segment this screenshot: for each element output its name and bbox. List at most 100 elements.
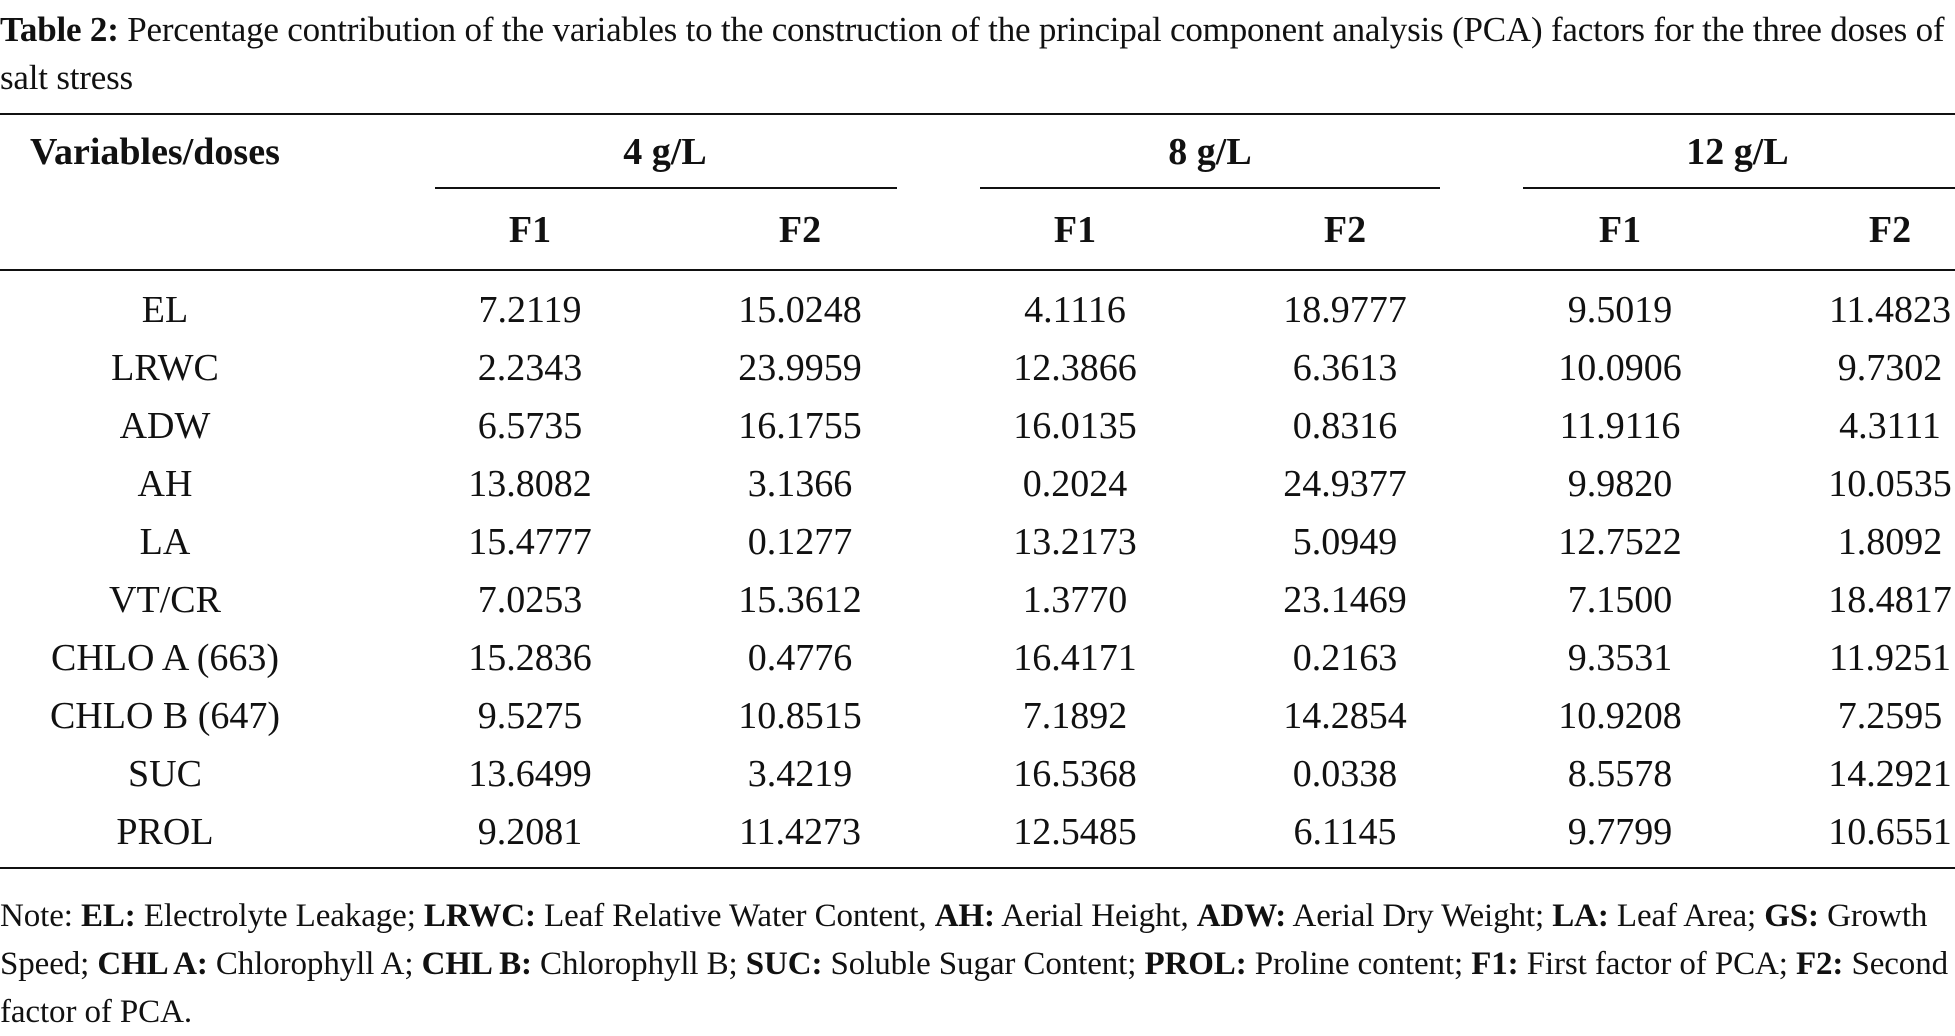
table-row: AH 13.8082 3.1366 0.2024 24.9377 9.9820 … [0, 455, 1955, 513]
table-header-rule [0, 269, 1955, 271]
cell-value: 11.9116 [1559, 405, 1681, 447]
table-caption: Table 2: Percentage contribution of the … [0, 6, 1955, 102]
note-def: Chlorophyll B; [531, 946, 746, 982]
cell-value: 0.0338 [1292, 753, 1398, 795]
note-abbr: EL: [80, 898, 136, 934]
subheader-8gl-f1: F1 [1053, 209, 1097, 251]
cell-value: 12.5485 [1013, 811, 1137, 853]
note-abbr: LRWC: [423, 898, 536, 934]
cell-value: 11.4273 [738, 811, 862, 853]
cell-value: 9.5275 [477, 695, 583, 737]
note-def: Electrolyte Leakage; [135, 898, 424, 934]
subheader-12gl-f2: F2 [1868, 209, 1912, 251]
cell-value: 1.8092 [1837, 521, 1943, 563]
table-caption-text: Percentage contribution of the variables… [0, 10, 1945, 97]
table-row: CHLO B (647) 9.5275 10.8515 7.1892 14.28… [0, 687, 1955, 745]
cell-value: 2.2343 [477, 347, 583, 389]
cell-value: 0.4776 [747, 637, 853, 679]
row-variable: AH [137, 463, 193, 505]
table-top-rule [0, 113, 1955, 115]
note-def: First factor of PCA; [1518, 946, 1796, 982]
cell-value: 18.4817 [1828, 579, 1952, 621]
cell-value: 24.9377 [1283, 463, 1407, 505]
cell-value: 11.9251 [1828, 637, 1952, 679]
cell-value: 10.0906 [1558, 347, 1682, 389]
table-body: EL 7.2119 15.0248 4.1116 18.9777 9.5019 … [0, 281, 1955, 861]
cell-value: 14.2854 [1283, 695, 1407, 737]
note-prefix: Note: [0, 898, 81, 934]
row-variable: ADW [119, 405, 211, 447]
cell-value: 15.4777 [468, 521, 592, 563]
table-row: EL 7.2119 15.0248 4.1116 18.9777 9.5019 … [0, 281, 1955, 339]
cell-value: 9.3531 [1567, 637, 1673, 679]
cell-value: 13.8082 [468, 463, 592, 505]
subheader-4gl-f2: F2 [778, 209, 822, 251]
note-def: Chlorophyll A; [207, 946, 422, 982]
cell-value: 10.0535 [1828, 463, 1952, 505]
cell-value: 7.2119 [478, 289, 582, 331]
row-variable: LRWC [111, 347, 219, 389]
note-abbr: SUC: [745, 946, 823, 982]
cell-value: 16.5368 [1013, 753, 1137, 795]
cell-value: 13.6499 [468, 753, 592, 795]
cell-value: 15.2836 [468, 637, 592, 679]
group-header-4gl: 4 g/L [623, 131, 707, 173]
cell-value: 15.3612 [738, 579, 862, 621]
cell-value: 23.9959 [738, 347, 862, 389]
note-abbr: LA: [1552, 898, 1609, 934]
note-def: Proline content; [1246, 946, 1472, 982]
cell-value: 8.5578 [1567, 753, 1673, 795]
cell-value: 10.8515 [738, 695, 862, 737]
note-abbr: AH: [934, 898, 995, 934]
cell-value: 12.3866 [1013, 347, 1137, 389]
cell-value: 9.7302 [1837, 347, 1943, 389]
note-def: Soluble Sugar Content; [822, 946, 1145, 982]
cell-value: 1.3770 [1022, 579, 1128, 621]
subheader-4gl-f1: F1 [508, 209, 552, 251]
cell-value: 12.7522 [1558, 521, 1682, 563]
cell-value: 3.1366 [747, 463, 853, 505]
note-abbr: ADW: [1196, 898, 1287, 934]
subheader-8gl-f2: F2 [1323, 209, 1367, 251]
group-underline-12gl [1523, 187, 1955, 189]
group-underline-8gl [980, 187, 1440, 189]
row-variable: LA [139, 521, 191, 563]
cell-value: 13.2173 [1013, 521, 1137, 563]
note-def: Leaf Area; [1608, 898, 1765, 934]
table-row: ADW 6.5735 16.1755 16.0135 0.8316 11.911… [0, 397, 1955, 455]
note-abbr: F1: [1471, 946, 1519, 982]
row-variable: PROL [116, 811, 214, 853]
note-def: Second factor of PCA. [0, 946, 1948, 1030]
cell-value: 3.4219 [747, 753, 853, 795]
note-def: Growth Speed; [0, 898, 1928, 982]
cell-value: 6.1145 [1293, 811, 1397, 853]
cell-value: 6.3613 [1292, 347, 1398, 389]
row-variable: CHLO A (663) [51, 637, 279, 679]
cell-value: 9.9820 [1567, 463, 1673, 505]
cell-value: 18.9777 [1283, 289, 1407, 331]
table-bottom-rule [0, 867, 1955, 869]
note-abbr: GS: [1764, 898, 1819, 934]
cell-value: 0.1277 [747, 521, 853, 563]
note-abbr: PROL: [1144, 946, 1247, 982]
cell-value: 16.0135 [1013, 405, 1137, 447]
cell-value: 15.0248 [738, 289, 862, 331]
group-header-12gl: 12 g/L [1686, 131, 1789, 173]
cell-value: 0.2163 [1292, 637, 1398, 679]
cell-value: 9.2081 [477, 811, 583, 853]
cell-value: 23.1469 [1283, 579, 1407, 621]
table-row: VT/CR 7.0253 15.3612 1.3770 23.1469 7.15… [0, 571, 1955, 629]
row-variable: SUC [128, 753, 202, 795]
table-note: Note: EL: Electrolyte Leakage; LRWC: Lea… [0, 892, 1950, 1036]
note-abbr: F2: [1795, 946, 1844, 982]
cell-value: 0.8316 [1292, 405, 1398, 447]
subheader-12gl-f1: F1 [1598, 209, 1642, 251]
cell-value: 14.2921 [1828, 753, 1952, 795]
cell-value: 10.9208 [1558, 695, 1682, 737]
row-variable: VT/CR [109, 579, 221, 621]
table-row: SUC 13.6499 3.4219 16.5368 0.0338 8.5578… [0, 745, 1955, 803]
table-row: LA 15.4777 0.1277 13.2173 5.0949 12.7522… [0, 513, 1955, 571]
cell-value: 7.2595 [1837, 695, 1943, 737]
cell-value: 9.5019 [1567, 289, 1673, 331]
variables-header: Variables/doses [30, 131, 280, 173]
